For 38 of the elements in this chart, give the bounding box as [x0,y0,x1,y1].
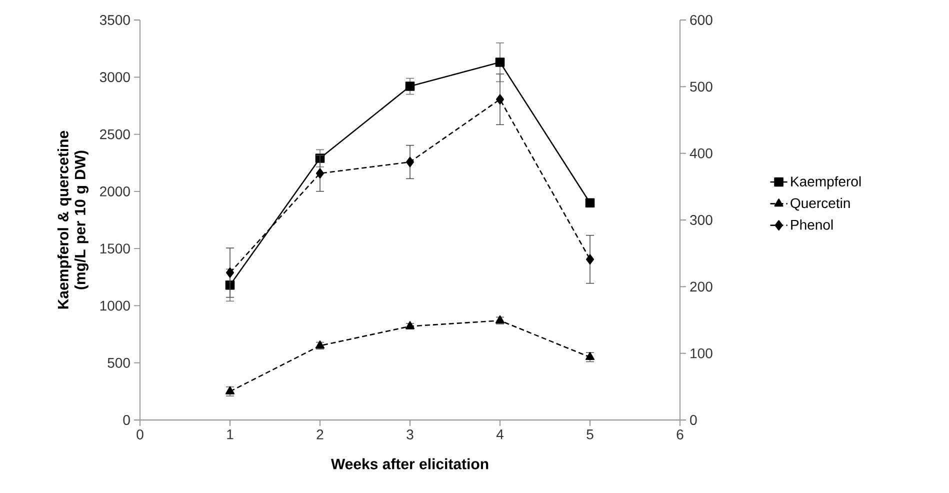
x-tick-label: 0 [136,430,144,440]
x-tick-label: 5 [586,430,594,440]
x-tick-label: 3 [406,430,414,440]
y2-tick-label: 300 [690,215,712,225]
y-axis-title: Kaempferol & quercetine (mg/L per 10 g DW) [57,130,88,309]
x-tick-label: 2 [316,430,324,440]
y-tick-label: 500 [108,358,130,368]
point [585,198,595,208]
y-tick-label: 2500 [100,129,130,140]
x-tick-label: 6 [676,430,684,440]
point [405,321,415,330]
y2-tick-label: 500 [690,82,712,92]
y-tick-label: 0 [123,415,130,425]
point [406,156,414,168]
point [496,94,504,104]
legend-label: Kaempferol [791,176,861,190]
legend-label: Quercetin [790,198,850,211]
y2-tick-label: 100 [690,348,712,358]
y2-tick-label: 600 [690,15,712,25]
x-axis-title: Weeks after elicitation [330,458,488,470]
y2-tick-label: 200 [690,282,712,292]
y-tick-label: 1500 [100,244,130,254]
point [225,386,235,394]
y-tick-label: 2000 [100,186,130,196]
point [586,254,594,264]
point [405,82,415,91]
y2-tick-label: 400 [690,148,712,158]
y-tick-label: 1000 [100,300,130,311]
point [316,168,324,178]
x-tick-label: 1 [227,430,234,440]
point [585,352,595,360]
y-tick-label: 3000 [100,72,130,82]
x-tick-label: 4 [496,430,504,440]
legend-label: Phenol [791,219,833,230]
y2-tick-label: 0 [690,415,697,425]
y-tick-label: 3500 [100,15,130,25]
point [495,58,505,67]
point [226,268,234,278]
